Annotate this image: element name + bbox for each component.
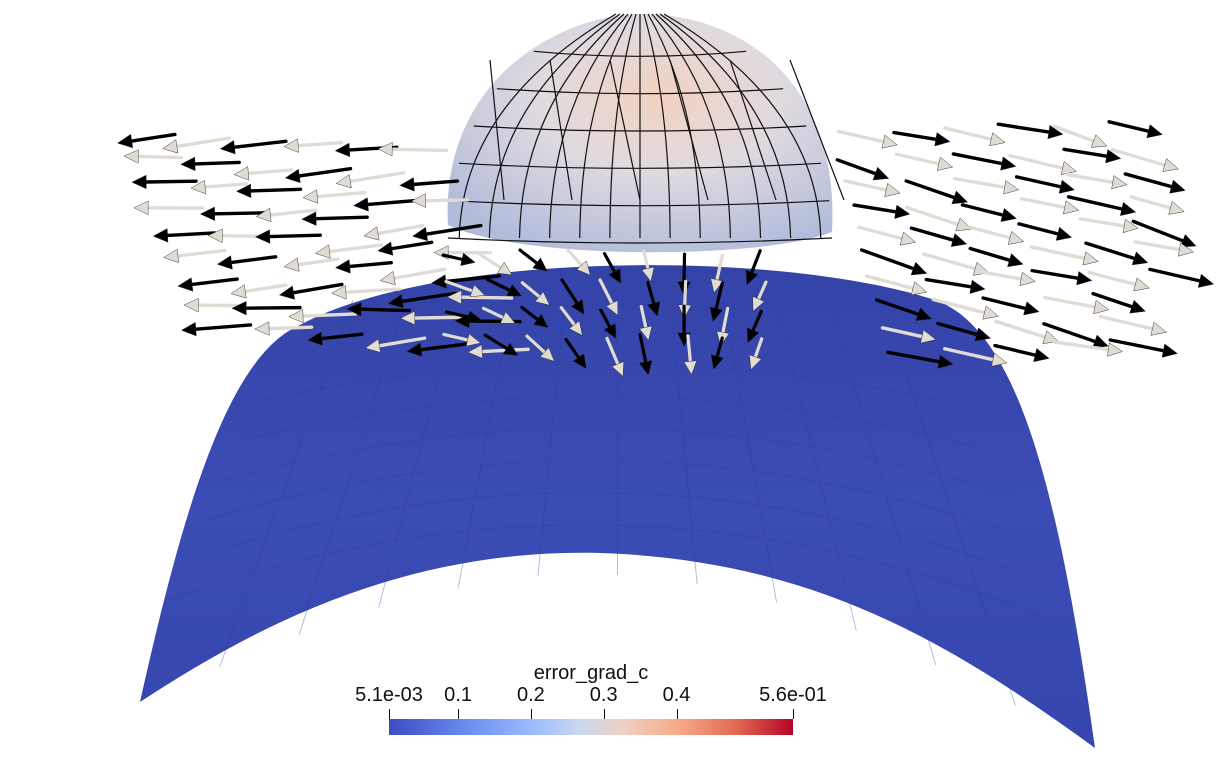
colorbar-tick-mark — [389, 709, 390, 719]
vector-glyphs — [117, 120, 1215, 377]
colorbar-tick-label: 0.2 — [516, 684, 545, 706]
surface-mesh — [140, 265, 1095, 748]
colorbar-tick-mark — [458, 709, 459, 719]
colorbar-tick-mark — [677, 709, 678, 719]
colorbar-tick-label: 5.6e-01 — [759, 684, 827, 706]
sphere-mesh — [447, 13, 845, 244]
colorbar-tick-label: 0.3 — [589, 684, 618, 706]
colorbar-title: error_grad_c — [533, 662, 649, 684]
colorbar-tick-mark — [793, 709, 794, 719]
colorbar-gradient — [389, 719, 793, 735]
colorbar-tick-mark — [604, 709, 605, 719]
colorbar-tick-label: 5.1e-03 — [355, 684, 423, 706]
colorbar-tick-label: 0.1 — [444, 684, 472, 706]
colorbar-tick-label: 0.4 — [662, 684, 691, 706]
colorbar-tick-mark — [531, 709, 532, 719]
